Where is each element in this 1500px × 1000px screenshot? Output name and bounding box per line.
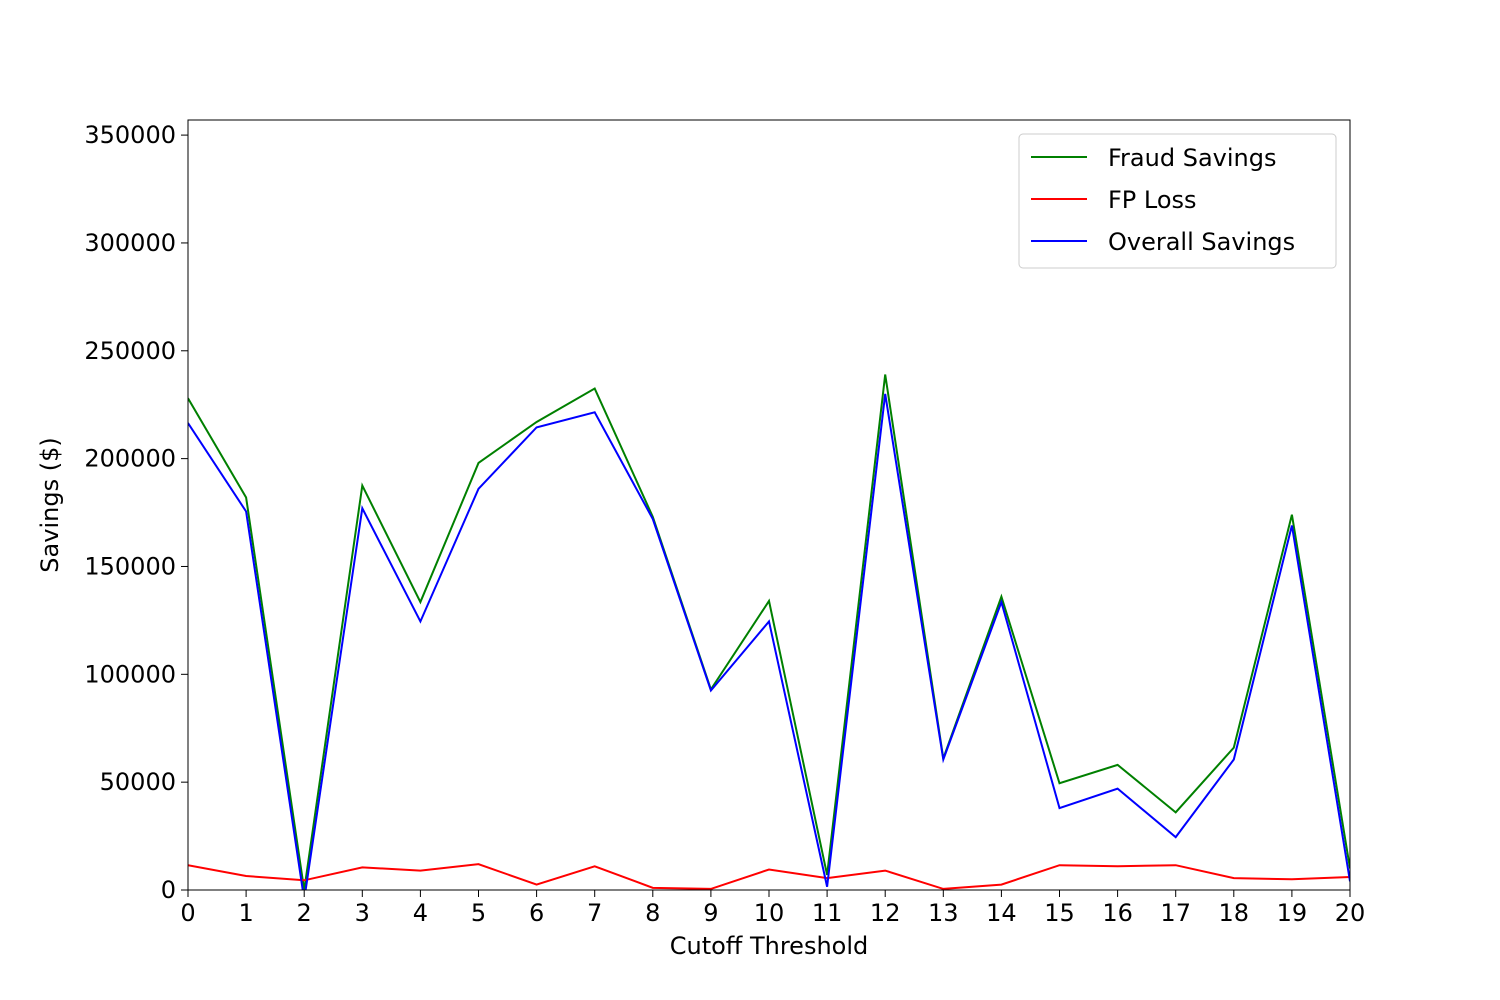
legend-label: Overall Savings [1108,228,1295,256]
x-tick-label: 4 [413,899,428,927]
x-tick-label: 2 [297,899,312,927]
legend-label: FP Loss [1108,186,1197,214]
legend-label: Fraud Savings [1108,144,1276,172]
x-tick-label: 19 [1277,899,1308,927]
x-tick-label: 8 [645,899,660,927]
x-tick-label: 17 [1160,899,1191,927]
series-line-overall-savings [188,393,1350,890]
x-tick-label: 15 [1044,899,1075,927]
x-tick-label: 6 [529,899,544,927]
x-tick-label: 18 [1219,899,1250,927]
x-tick-label: 20 [1335,899,1366,927]
y-axis-title: Savings ($) [36,437,64,572]
y-tick-label: 150000 [84,552,176,580]
x-tick-label: 10 [754,899,785,927]
y-tick-label: 100000 [84,660,176,688]
legend: Fraud Savings FP Loss Overall Savings [1018,133,1337,269]
y-tick-label: 50000 [100,768,176,796]
y-tick-label: 250000 [84,337,176,365]
x-tick-label: 7 [587,899,602,927]
series-line-fp-loss [188,863,1350,890]
y-tick-label: 0 [161,876,176,904]
x-tick-label: 1 [238,899,253,927]
series-line-fraud-savings [188,374,1350,890]
x-tick-label: 5 [471,899,486,927]
series-layer [188,374,1350,890]
x-tick-label: 0 [180,899,195,927]
y-tick-label: 350000 [84,121,176,149]
y-tick-label: 300000 [84,229,176,257]
x-tick-label: 12 [870,899,901,927]
x-tick-label: 14 [986,899,1017,927]
y-axis: 0 50000 100000 150000 200000 250000 300000 3500… [84,121,188,904]
x-axis: 0 1 2 3 4 5 6 7 8 9 10 11 12 13 14 15 16 17 18 19 20 [180,890,1365,927]
y-tick-label: 200000 [84,445,176,473]
x-tick-label: 16 [1102,899,1133,927]
x-tick-label: 3 [355,899,370,927]
x-tick-label: 13 [928,899,959,927]
x-tick-label: 11 [812,899,843,927]
x-axis-title: Cutoff Threshold [670,932,869,960]
x-tick-label: 9 [703,899,718,927]
legend-box [1018,133,1337,269]
